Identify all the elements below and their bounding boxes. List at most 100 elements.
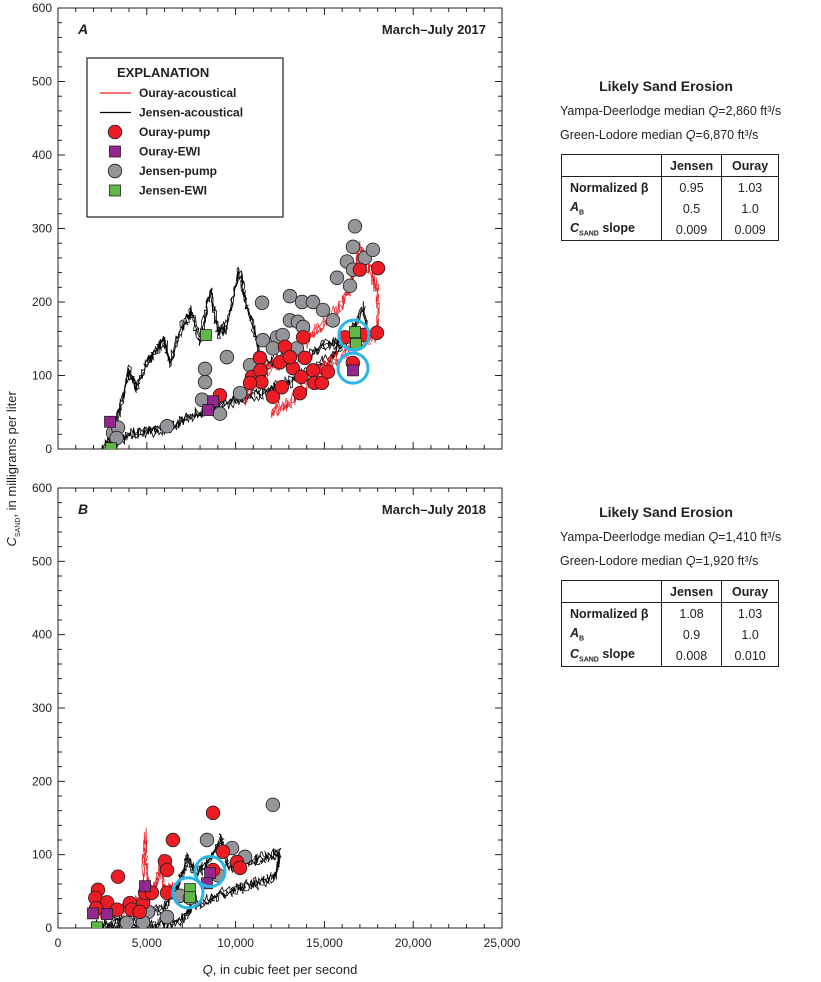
y-tick-label: 0	[45, 921, 52, 935]
ouray-pump-point	[165, 832, 181, 848]
highlight-circle	[337, 318, 371, 352]
ouray-pump-point	[252, 350, 268, 366]
legend-label: Jensen-pump	[139, 164, 217, 178]
y-axis-label: CSAND, in milligrams per liter	[4, 391, 22, 547]
jensen-pump-point	[159, 909, 175, 925]
jensen-ewi-point	[349, 326, 361, 339]
jensen-pump-point	[305, 294, 321, 310]
jensen-ewi-point	[184, 891, 196, 904]
highlight-circle	[171, 876, 205, 910]
y-tick-label: 500	[32, 75, 52, 89]
ouray-pump-point	[292, 385, 308, 401]
ouray-ewi-point	[101, 908, 113, 920]
x-axis-label: Q, in cubic feet per second	[202, 962, 358, 977]
info-panel-b: Likely Sand Erosion Yampa-Deerlodge medi…	[556, 504, 786, 667]
jensen-pump-point	[265, 797, 281, 813]
jensen-ewi-point	[105, 442, 117, 449]
jensen-pump-point	[342, 278, 358, 294]
y-tick-label: 200	[32, 295, 52, 309]
jensen-pump-point	[119, 915, 135, 928]
jensen-ewi-point	[200, 329, 212, 341]
stats-table: Jensen Ouray Normalized β 0.95 1.03 AB 0.5 1.…	[561, 154, 780, 241]
plot-area	[87, 797, 283, 928]
y-tick-label: 600	[32, 481, 52, 495]
info-title: Likely Sand Erosion	[599, 78, 733, 94]
table-row: Normalized β 0.95 1.03	[561, 176, 779, 198]
table-row: CSAND slope 0.008 0.010	[561, 645, 779, 667]
jensen-pump-point	[232, 385, 248, 401]
x-tick-label: 15,000	[306, 936, 343, 950]
highlight-circle	[336, 351, 370, 385]
ouray-ewi-point	[87, 907, 99, 920]
panel-letter: A	[77, 21, 88, 37]
legend-swatch-circle	[107, 124, 123, 140]
y-tick-label: 100	[32, 369, 52, 383]
ouray-ewi-point	[347, 364, 359, 377]
legend: EXPLANATION Ouray-acoustical Jensen-acoust…	[86, 57, 284, 218]
ouray-pump-point	[282, 349, 298, 365]
jensen-ewi-point	[90, 921, 103, 928]
ouray-pump-point	[159, 862, 175, 878]
jensen-acoustical-line	[103, 271, 263, 449]
jensen-pump-point	[347, 219, 363, 234]
ouray-pump-point	[242, 375, 258, 391]
y-tick-label: 200	[32, 774, 52, 788]
legend-label: Jensen-acoustical	[139, 106, 243, 120]
info-panel-a: Likely Sand Erosion Yampa-Deerlodge medi…	[556, 78, 786, 241]
y-tick-label: 500	[32, 554, 52, 568]
jensen-acoustical-line	[94, 835, 283, 928]
jensen-pump-point	[212, 406, 228, 421]
table-row: AB 0.5 1.0	[561, 198, 779, 219]
y-tick-label: 600	[32, 1, 52, 15]
jensen-pump-point	[254, 295, 270, 310]
legend-label: Jensen-EWI	[139, 184, 207, 198]
ouray-ewi-point	[202, 404, 214, 416]
y-tick-label: 100	[32, 848, 52, 862]
median-green: Green-Lodore median Q=1,920 ft³/s	[560, 554, 759, 568]
jensen-pump-point	[197, 361, 213, 377]
ouray-pump-point	[205, 805, 221, 821]
jensen-pump-point	[282, 288, 298, 304]
legend-label: Ouray-acoustical	[139, 86, 236, 100]
info-title: Likely Sand Erosion	[599, 504, 733, 520]
legend-label: Ouray-EWI	[139, 145, 200, 159]
y-tick-label: 400	[32, 148, 52, 162]
median-yampa: Yampa-Deerlodge median Q=1,410 ft³/s	[560, 530, 782, 544]
ouray-pump-point	[369, 325, 385, 341]
ouray-pump-point	[352, 262, 368, 277]
ouray-pump-point	[265, 389, 281, 405]
jensen-pump-point	[325, 313, 341, 328]
legend-swatch-square	[109, 145, 121, 158]
jensen-pump-point	[345, 239, 361, 255]
ouray-pump-point	[305, 363, 321, 378]
ouray-pump-point	[294, 369, 309, 385]
jensen-pump-point	[159, 419, 175, 434]
jensen-pump-point	[219, 349, 235, 365]
x-tick-label: 0	[55, 936, 62, 950]
y-tick-label: 300	[32, 701, 52, 715]
ouray-pump-point	[215, 844, 231, 859]
stats-table: Jensen Ouray Normalized β 1.08 1.03 AB 0.9 1.…	[561, 580, 780, 667]
legend-title: EXPLANATION	[117, 65, 209, 80]
ouray-pump-point	[274, 380, 289, 395]
y-tick-label: 0	[45, 442, 52, 456]
jensen-pump-point	[329, 270, 345, 285]
highlight-circle	[193, 855, 227, 889]
table-row: AB 0.9 1.0	[561, 624, 779, 645]
ouray-pump-point	[370, 260, 386, 276]
jensen-pump-point	[365, 242, 381, 258]
jensen-pump-point	[255, 333, 271, 348]
ouray-ewi-point	[204, 867, 216, 879]
x-tick-label: 25,000	[484, 936, 521, 950]
legend-label: Ouray-pump	[139, 125, 210, 139]
panel-letter: B	[78, 501, 88, 517]
panel-A: 0 100 200 300 400 500 600 A March–July 2017	[32, 1, 503, 456]
x-tick-label: 10,000	[217, 936, 254, 950]
jensen-pump-point	[199, 832, 215, 848]
legend-swatch-square	[109, 184, 121, 197]
plot-area	[101, 219, 386, 449]
ouray-pump-point	[297, 350, 313, 366]
ouray-pump-point	[110, 869, 126, 884]
